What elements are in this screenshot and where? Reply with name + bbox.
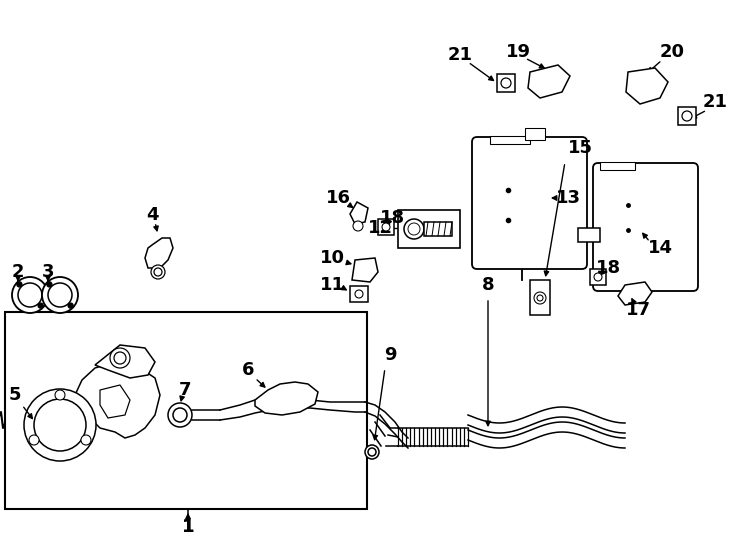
Text: 18: 18 [595, 259, 620, 277]
Circle shape [594, 273, 602, 281]
Text: 19: 19 [506, 43, 531, 61]
Bar [424, 222, 452, 236]
Circle shape [38, 303, 43, 308]
Text: 10: 10 [319, 249, 344, 267]
Circle shape [17, 282, 22, 287]
Polygon shape [618, 282, 652, 305]
Text: 14: 14 [647, 239, 672, 257]
Polygon shape [95, 345, 155, 378]
Circle shape [168, 403, 192, 427]
Circle shape [12, 277, 48, 313]
Text: 8: 8 [482, 276, 494, 294]
Text: 20: 20 [660, 43, 685, 61]
Bar [490, 136, 530, 144]
Circle shape [48, 283, 72, 307]
FancyBboxPatch shape [593, 163, 698, 291]
Circle shape [47, 282, 52, 287]
Text: 21: 21 [448, 46, 473, 64]
Text: 6: 6 [241, 361, 254, 379]
Polygon shape [145, 238, 173, 268]
Text: 13: 13 [556, 189, 581, 207]
Bar [398, 210, 460, 248]
Bar [350, 286, 368, 302]
Text: 1: 1 [182, 518, 195, 536]
Circle shape [365, 445, 379, 459]
Text: 16: 16 [325, 189, 351, 207]
Text: 15: 15 [567, 139, 592, 157]
Circle shape [501, 78, 511, 88]
Text: 2: 2 [12, 263, 24, 281]
Polygon shape [528, 65, 570, 98]
Circle shape [68, 303, 73, 308]
Polygon shape [626, 68, 668, 104]
Circle shape [154, 268, 162, 276]
Text: 1: 1 [182, 518, 195, 536]
Bar [530, 280, 550, 315]
Circle shape [24, 389, 96, 461]
Text: 12: 12 [368, 219, 393, 237]
Bar [678, 107, 696, 125]
Text: 3: 3 [42, 263, 54, 281]
Bar [378, 219, 394, 235]
Bar [600, 162, 635, 170]
Circle shape [110, 348, 130, 368]
Text: 11: 11 [319, 276, 344, 294]
Circle shape [34, 399, 86, 451]
Circle shape [18, 283, 42, 307]
Bar [578, 228, 600, 242]
Circle shape [408, 223, 420, 235]
Text: 9: 9 [384, 346, 396, 364]
Circle shape [114, 352, 126, 364]
Circle shape [29, 435, 39, 445]
Circle shape [55, 390, 65, 400]
Bar [525, 128, 545, 140]
Polygon shape [350, 202, 368, 224]
Circle shape [537, 295, 543, 301]
Bar [590, 269, 606, 285]
Circle shape [353, 221, 363, 231]
Circle shape [81, 435, 91, 445]
Bar [497, 74, 515, 92]
Text: 17: 17 [625, 301, 650, 319]
Circle shape [173, 408, 187, 422]
Text: 18: 18 [379, 209, 404, 227]
Circle shape [151, 265, 165, 279]
FancyBboxPatch shape [472, 137, 587, 269]
Circle shape [368, 448, 376, 456]
Circle shape [355, 290, 363, 298]
Text: 4: 4 [146, 206, 159, 224]
Polygon shape [75, 362, 160, 438]
Circle shape [534, 292, 546, 304]
Circle shape [682, 111, 692, 121]
Text: 21: 21 [702, 93, 727, 111]
Circle shape [404, 219, 424, 239]
Text: 5: 5 [9, 386, 21, 404]
Circle shape [42, 277, 78, 313]
Polygon shape [255, 382, 318, 415]
Text: 7: 7 [179, 381, 192, 399]
Bar [5, 312, 367, 509]
Polygon shape [352, 258, 378, 282]
Circle shape [382, 223, 390, 231]
